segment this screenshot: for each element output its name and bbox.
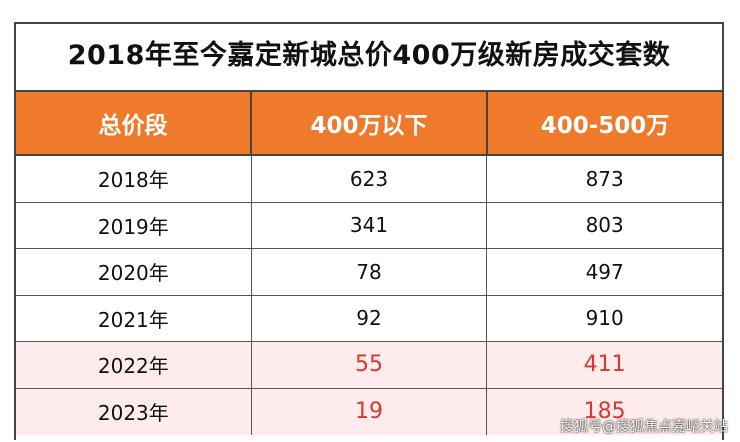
table-title: 2018年至今嘉定新城总价400万级新房成交套数: [16, 24, 722, 92]
table-cell: 2021年: [97, 307, 169, 332]
table-cell: 411: [486, 342, 722, 388]
watermark: 搜狐号@搜狐焦点嘉峪关站: [560, 419, 728, 435]
header-cell: 总价段: [98, 113, 168, 139]
table-cell: 55: [250, 342, 487, 388]
table-row: 2018年 623 873: [16, 156, 722, 203]
table-cell: 19: [250, 388, 487, 435]
table: 2018年至今嘉定新城总价400万级新房成交套数 总价段 400万以下 400-50…: [14, 22, 724, 440]
table-row: 2022年 55 411: [16, 342, 722, 389]
table-cell: 910: [486, 295, 722, 341]
table-cell: 803: [486, 202, 722, 248]
header-cell: 400万以下: [250, 92, 486, 154]
table-row: 2021年 92 910: [16, 295, 722, 342]
header-row: 总价段 400万以下 400-500万: [16, 92, 722, 156]
table-cell: 497: [486, 249, 722, 295]
table-cell: 2019年: [97, 214, 169, 239]
table-cell: 623: [250, 156, 487, 202]
table-cell: 2022年: [97, 354, 169, 379]
table-cell: 341: [250, 202, 487, 248]
table-row: 2023年 19 185: [16, 388, 722, 435]
table-row: 2019年 341 803: [16, 202, 722, 249]
header-cell: 400-500万: [486, 92, 722, 154]
table-cell: 2020年: [97, 261, 169, 286]
table-cell: 2023年: [97, 401, 169, 426]
table-cell: 2018年: [97, 168, 169, 193]
table-cell: 92: [250, 295, 487, 341]
table-cell: 185: [486, 388, 722, 435]
table-cell: 78: [250, 249, 487, 295]
table-cell: 873: [486, 156, 722, 202]
table-row: 2020年 78 497: [16, 249, 722, 296]
